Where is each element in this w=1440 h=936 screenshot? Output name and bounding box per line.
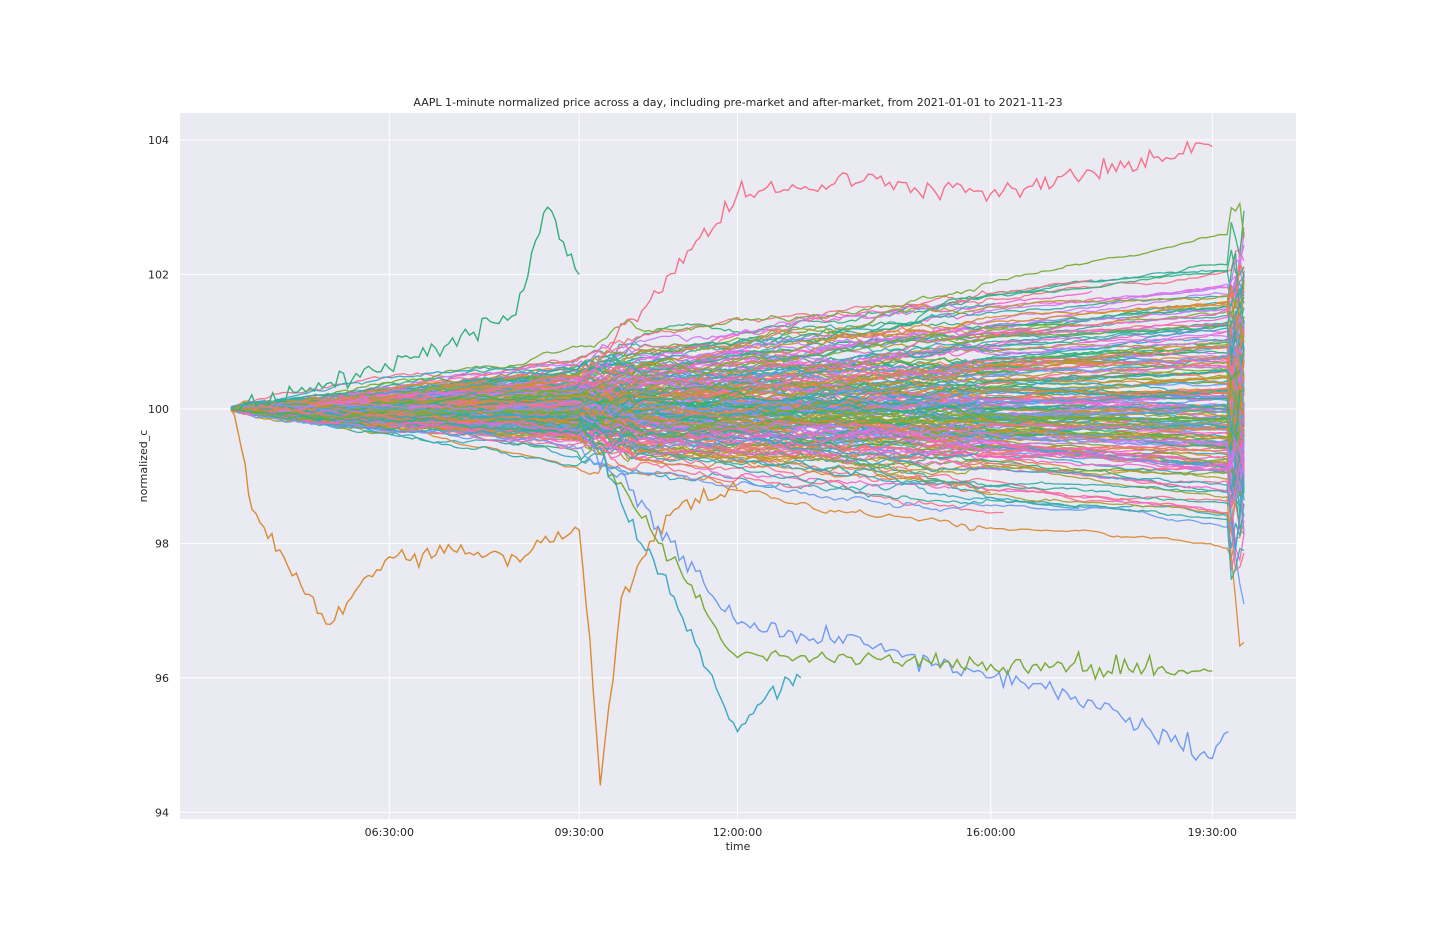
series-line bbox=[578, 415, 802, 734]
series-line bbox=[578, 421, 1213, 681]
series-line bbox=[239, 401, 1245, 551]
series-line bbox=[230, 206, 580, 412]
x-axis-ticks: 06:30:00 09:30:00 12:00:00 16:00:00 19:30:00 bbox=[365, 826, 1237, 839]
x-axis-label: time bbox=[726, 840, 751, 853]
series-line bbox=[230, 301, 1245, 408]
x-tick-label: 06:30:00 bbox=[365, 826, 414, 839]
y-tick-label: 98 bbox=[155, 537, 169, 550]
series-line bbox=[578, 139, 1213, 383]
y-tick-label: 100 bbox=[148, 403, 169, 416]
series-line bbox=[235, 402, 1245, 435]
series-line bbox=[230, 295, 1245, 410]
series-line bbox=[230, 291, 1245, 411]
series-line bbox=[239, 346, 1245, 416]
x-tick-label: 09:30:00 bbox=[555, 826, 604, 839]
series-line bbox=[235, 403, 1245, 454]
series-line bbox=[235, 278, 1093, 408]
series-line bbox=[239, 384, 1245, 439]
y-tick-label: 104 bbox=[148, 134, 169, 147]
series-line bbox=[235, 406, 1245, 474]
series-line bbox=[230, 252, 1245, 411]
y-tick-label: 102 bbox=[148, 268, 169, 281]
series-line bbox=[230, 408, 739, 786]
x-tick-label: 16:00:00 bbox=[966, 826, 1015, 839]
series-line bbox=[230, 296, 1245, 410]
series-line bbox=[235, 266, 1245, 409]
series-line bbox=[234, 409, 1245, 507]
y-tick-label: 94 bbox=[155, 806, 169, 819]
series-line bbox=[578, 428, 1229, 762]
series-line bbox=[230, 201, 1245, 410]
series-line bbox=[235, 296, 1245, 415]
y-axis-label: normalized_c bbox=[137, 430, 150, 503]
x-tick-label: 12:00:00 bbox=[713, 826, 762, 839]
series-line bbox=[239, 347, 1245, 413]
series-line bbox=[235, 245, 1245, 409]
series-line bbox=[230, 406, 1245, 529]
series-line bbox=[239, 387, 1245, 422]
x-tick-label: 19:30:00 bbox=[1188, 826, 1237, 839]
series-line bbox=[230, 357, 1245, 413]
series-line bbox=[230, 365, 1080, 409]
y-axis-ticks: 94 96 98 100 102 104 bbox=[148, 134, 169, 819]
series-line bbox=[230, 287, 1245, 411]
series-line bbox=[235, 314, 1245, 410]
series-line bbox=[235, 373, 1245, 433]
y-tick-label: 96 bbox=[155, 672, 169, 685]
series-lines bbox=[230, 139, 1245, 786]
series-line bbox=[230, 264, 1245, 410]
series-line bbox=[235, 286, 1245, 410]
series-line bbox=[230, 389, 1245, 441]
chart-title: AAPL 1-minute normalized price across a … bbox=[413, 96, 1062, 109]
series-line bbox=[235, 397, 1071, 419]
series-line bbox=[234, 387, 1245, 423]
